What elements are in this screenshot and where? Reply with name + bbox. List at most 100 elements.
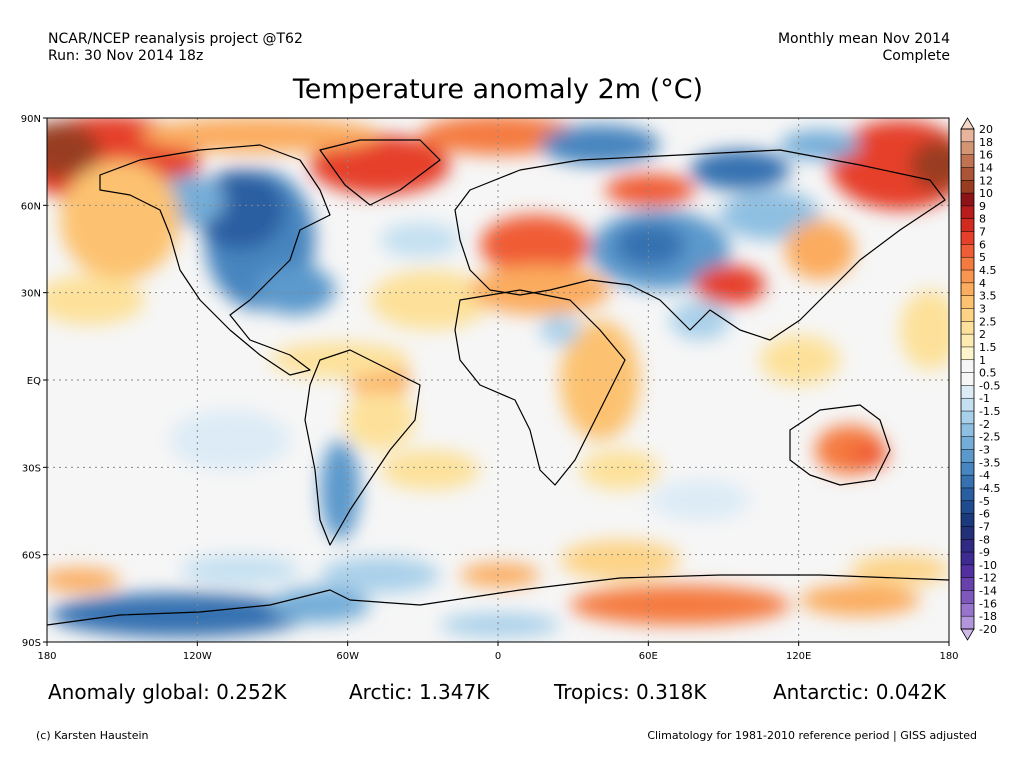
colorbar-label: 20 [979,123,993,136]
longitude-ticks: 180 120W 60W 0 60E 120E 180 [37,642,959,662]
colorbar-label: 0.5 [979,367,997,380]
colorbar-label: 2 [979,328,986,341]
lon-tick-label: 60E [639,651,658,662]
colorbar-label: -18 [979,610,997,623]
colorbar-label: 12 [979,174,993,187]
colorbar-label: 14 [979,161,993,174]
header-right: Monthly mean Nov 2014 Complete [778,31,950,65]
colorbar-label: 8 [979,213,986,226]
grid-lines [47,118,949,642]
lat-tick-label: 90N [21,114,41,125]
colorbar-label: 3 [979,302,986,315]
colorbar-label: -8 [979,533,990,546]
tropics-anomaly-stat: Tropics: 0.318K [554,680,707,704]
south-america-outline [304,349,421,546]
colorbar-label: -3.5 [979,456,1000,469]
source-label: NCAR/NCEP reanalysis project @T62 [48,31,303,47]
colorbar-label: -1 [979,392,990,405]
colorbar-label: -12 [979,572,997,585]
colorbar-segment [961,462,974,476]
australia-outline [789,404,891,486]
colorbar-segment [961,411,974,425]
colorbar-segment [961,218,974,232]
colorbar-segment [961,295,974,309]
colorbar-segment [961,244,974,258]
greenland-outline [319,139,441,206]
lat-tick-label: 60N [21,201,41,212]
reference-note: Climatology for 1981-2010 reference peri… [647,729,977,742]
lat-tick-label: 60S [22,551,41,562]
colorbar: 201816141210987654.543.532.521.510.5-0.5… [960,117,1000,641]
colorbar-label: -10 [979,559,997,572]
lat-tick-label: 30S [22,463,41,474]
colorbar-label: -4.5 [979,482,1000,495]
status-label: Complete [882,48,950,64]
colorbar-label: -16 [979,597,997,610]
colorbar-segment [961,577,974,591]
period-label: Monthly mean Nov 2014 [777,31,950,47]
header-left: NCAR/NCEP reanalysis project @T62 Run: 3… [48,31,303,65]
colorbar-segment [961,372,974,386]
colorbar-segment [961,270,974,284]
colorbar-min-arrow [960,628,975,641]
colorbar-segment [961,334,974,348]
colorbar-label: 3.5 [979,290,997,303]
colorbar-segment [961,141,974,155]
colorbar-label: -14 [979,585,997,598]
colorbar-segment [961,423,974,437]
lat-tick-label: 90S [22,638,41,649]
colorbar-label: -1.5 [979,405,1000,418]
colorbar-label: -20 [979,623,997,636]
lon-tick-label: 180 [939,651,958,662]
colorbar-segment [961,231,974,245]
global-anomaly-stat: Anomaly global: 0.252K [48,680,287,704]
colorbar-segment [961,475,974,489]
run-label: Run: 30 Nov 2014 18z [48,48,204,64]
colorbar-segment [961,603,974,617]
colorbar-label: 16 [979,149,993,162]
colorbar-segment [961,487,974,502]
colorbar-label: 18 [979,136,993,149]
north-america-outline [99,144,331,376]
eurasia-outline [454,149,946,341]
colorbar-label: 10 [979,187,993,200]
colorbar-label: 2.5 [979,315,997,328]
colorbar-segment [961,500,974,514]
colorbar-segment [961,346,974,361]
colorbar-label: -2 [979,418,990,431]
colorbar-segment [961,449,974,463]
lon-tick-label: 120E [786,651,811,662]
credit-label: (c) Karsten Haustein [36,729,149,742]
colorbar-label: -4 [979,469,990,482]
colorbar-segment [961,616,974,630]
arctic-anomaly-stat: Arctic: 1.347K [349,680,490,704]
antarctica-outline [46,574,950,626]
colorbar-label: 4 [979,277,986,290]
latitude-ticks: 90N 60N 30N EQ 30S 60S 90S [21,114,47,649]
colorbar-label: 1 [979,354,986,367]
colorbar-segment [961,154,974,168]
colorbar-label: -2.5 [979,431,1000,444]
colorbar-max-arrow [960,117,975,130]
colorbar-segment [961,321,974,335]
colorbar-segment [961,308,974,322]
colorbar-label: -5 [979,495,990,508]
colorbar-segment [961,526,974,540]
colorbar-label: -6 [979,508,990,521]
colorbar-label: 7 [979,226,986,239]
colorbar-label: -9 [979,546,990,559]
colorbar-label: 6 [979,238,986,251]
colorbar-label: 1.5 [979,341,997,354]
colorbar-label: -3 [979,444,990,457]
colorbar-segment [961,552,974,566]
lon-tick-label: 60W [336,651,359,662]
colorbar-segment [961,398,974,412]
colorbar-segment [961,564,974,579]
colorbar-segment [961,282,974,296]
colorbar-segment [961,513,974,527]
lon-tick-label: 180 [37,651,56,662]
colorbar-segment [961,436,974,450]
colorbar-label: 4.5 [979,264,997,277]
lat-tick-label: 30N [21,289,41,300]
